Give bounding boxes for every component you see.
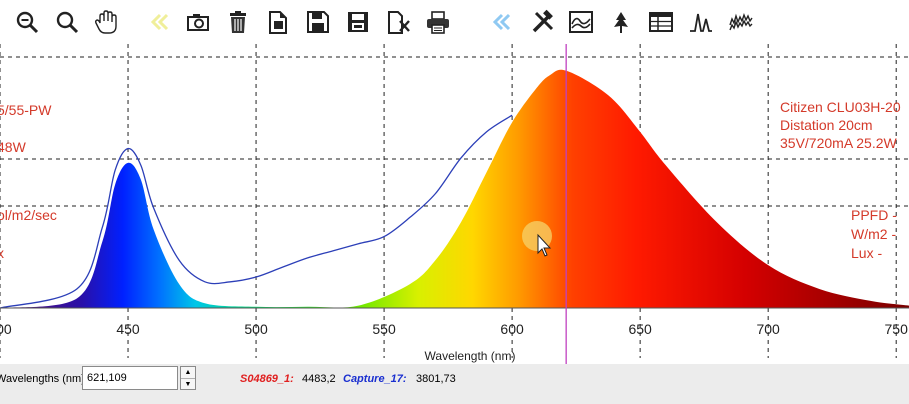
zoom-out-icon[interactable] xyxy=(12,6,42,38)
status-bar: Wavelengths (nm) ▲ ▼ S04869_1: 4483,2 Ca… xyxy=(0,364,909,404)
spin-up-button[interactable]: ▲ xyxy=(184,369,192,376)
right-label-lux: Lux - xyxy=(851,245,882,261)
save-icon[interactable] xyxy=(303,6,333,38)
tree-icon[interactable] xyxy=(606,6,636,38)
wavelength-input[interactable] xyxy=(82,366,178,390)
spectrum-plot[interactable]: 400 450 500 550 600 650 700 750 Wavelength (nm)… xyxy=(0,44,909,364)
series-line-capture17 xyxy=(0,114,513,309)
series-line-layer xyxy=(0,114,513,309)
x-tick-label: 550 xyxy=(372,321,396,337)
tools-icon[interactable] xyxy=(528,6,558,38)
pan-hand-icon[interactable] xyxy=(92,6,122,38)
x-tick-label: 750 xyxy=(885,321,909,337)
mouse-pointer-icon xyxy=(537,233,552,257)
print-icon[interactable] xyxy=(423,6,453,38)
series2-legend-value: 3801,73 xyxy=(416,373,456,385)
x-tick-label: 700 xyxy=(756,321,780,337)
right-label-wm2: W/m2 - xyxy=(851,226,896,242)
wavelengths-label: Wavelengths (nm) xyxy=(0,373,85,385)
save-as-icon[interactable] xyxy=(343,6,373,38)
right-label-drive: 35V/720mA 25.2W xyxy=(780,135,898,151)
series-area-layer xyxy=(0,69,909,308)
x-tick-label: 600 xyxy=(500,321,524,337)
series2-legend-name: Capture_17: xyxy=(343,373,407,385)
camera-icon[interactable] xyxy=(183,6,213,38)
x-tick-label: 650 xyxy=(628,321,652,337)
peaks-icon[interactable] xyxy=(686,6,716,38)
waveform-icon[interactable] xyxy=(566,6,596,38)
table-icon[interactable] xyxy=(646,6,676,38)
x-tick-labels: 400 450 500 550 600 650 700 750 xyxy=(0,321,908,337)
right-label-model: Citizen CLU03H-20 xyxy=(780,99,901,115)
x-tick-label: 400 xyxy=(0,321,12,337)
x-axis-title: Wavelength (nm) xyxy=(425,349,516,363)
left-label-power: 48W xyxy=(0,139,27,155)
wavelength-spinner[interactable]: ▲ ▼ xyxy=(180,366,196,390)
series-area-s04869 xyxy=(0,69,909,308)
zoom-icon[interactable] xyxy=(52,6,82,38)
series1-legend-value: 4483,2 xyxy=(302,373,336,385)
left-label-unit: ol/m2/sec xyxy=(0,207,57,223)
spin-down-button[interactable]: ▼ xyxy=(181,378,195,390)
right-label-distance: Distation 20cm xyxy=(780,117,873,133)
right-label-ppfd: PPFD - xyxy=(851,207,897,223)
left-label-lux: x xyxy=(0,245,4,261)
toolbar xyxy=(0,0,909,44)
copy-icon[interactable] xyxy=(263,6,293,38)
back-arrows-icon[interactable] xyxy=(145,6,175,38)
x-tick-label: 500 xyxy=(244,321,268,337)
delete-file-icon[interactable] xyxy=(383,6,413,38)
left-label-model: 5/55-PW xyxy=(0,102,52,118)
spectrum-chart[interactable]: 400 450 500 550 600 650 700 750 Wavelength (nm)… xyxy=(0,44,909,364)
trash-icon[interactable] xyxy=(223,6,253,38)
series1-legend-name: S04869_1: xyxy=(240,373,294,385)
rewind-arrows-icon[interactable] xyxy=(488,6,518,38)
x-tick-label: 450 xyxy=(116,321,140,337)
noise-icon[interactable] xyxy=(726,6,756,38)
